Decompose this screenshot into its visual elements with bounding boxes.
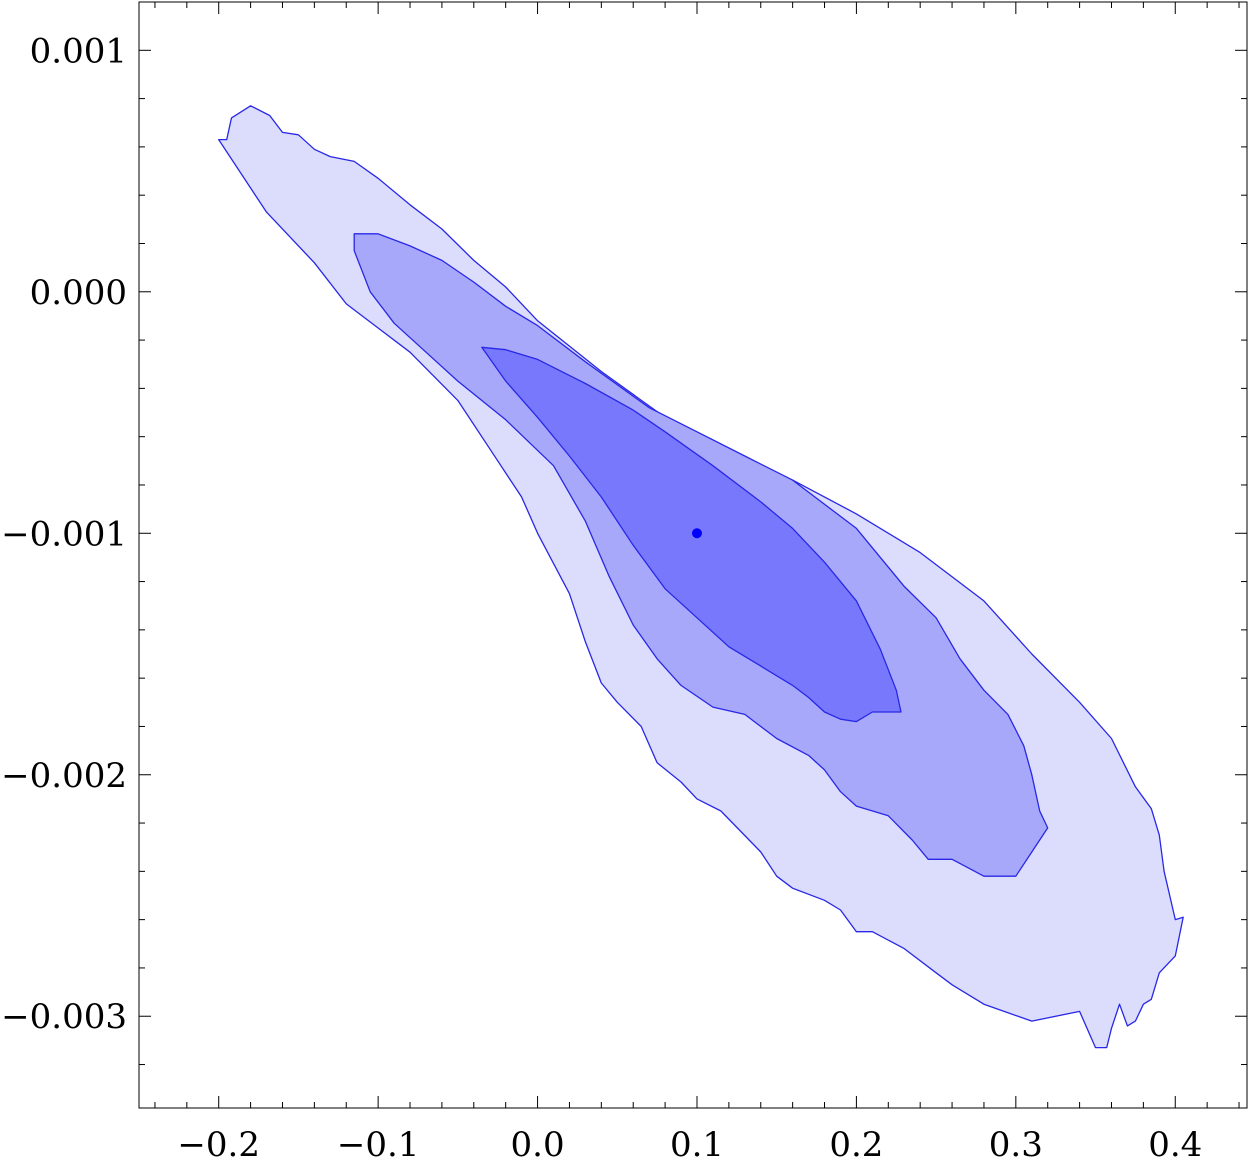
y-tick-label: 0.000 [30, 273, 127, 313]
x-tick-label: 0.4 [1148, 1125, 1202, 1165]
x-tick-label: 0.0 [511, 1125, 565, 1165]
y-tick-label: −0.001 [1, 514, 127, 554]
plot-frame [138, 1, 1248, 1109]
contour-region-inner [481, 346, 902, 723]
x-axis-tick-labels: −0.2 −0.1 0.0 0.1 0.2 0.3 0.4 [177, 1125, 1202, 1165]
x-tick-label: 0.2 [829, 1125, 883, 1165]
x-axis-ticks [154, 2, 1240, 1108]
y-tick-label: −0.003 [1, 997, 127, 1037]
y-tick-label: 0.001 [30, 31, 127, 71]
x-tick-label: 0.3 [989, 1125, 1043, 1165]
best-fit-points [691, 528, 702, 539]
y-axis-ticks [139, 1, 1247, 1066]
x-tick-label: −0.1 [337, 1125, 420, 1165]
x-tick-label: 0.1 [670, 1125, 724, 1165]
best-fit-point [691, 528, 702, 539]
contour-regions [218, 105, 1184, 1049]
y-tick-label: −0.002 [1, 756, 127, 796]
y-axis-tick-labels: 0.001 0.000 −0.001 −0.002 −0.003 [1, 31, 127, 1037]
x-tick-label: −0.2 [177, 1125, 260, 1165]
